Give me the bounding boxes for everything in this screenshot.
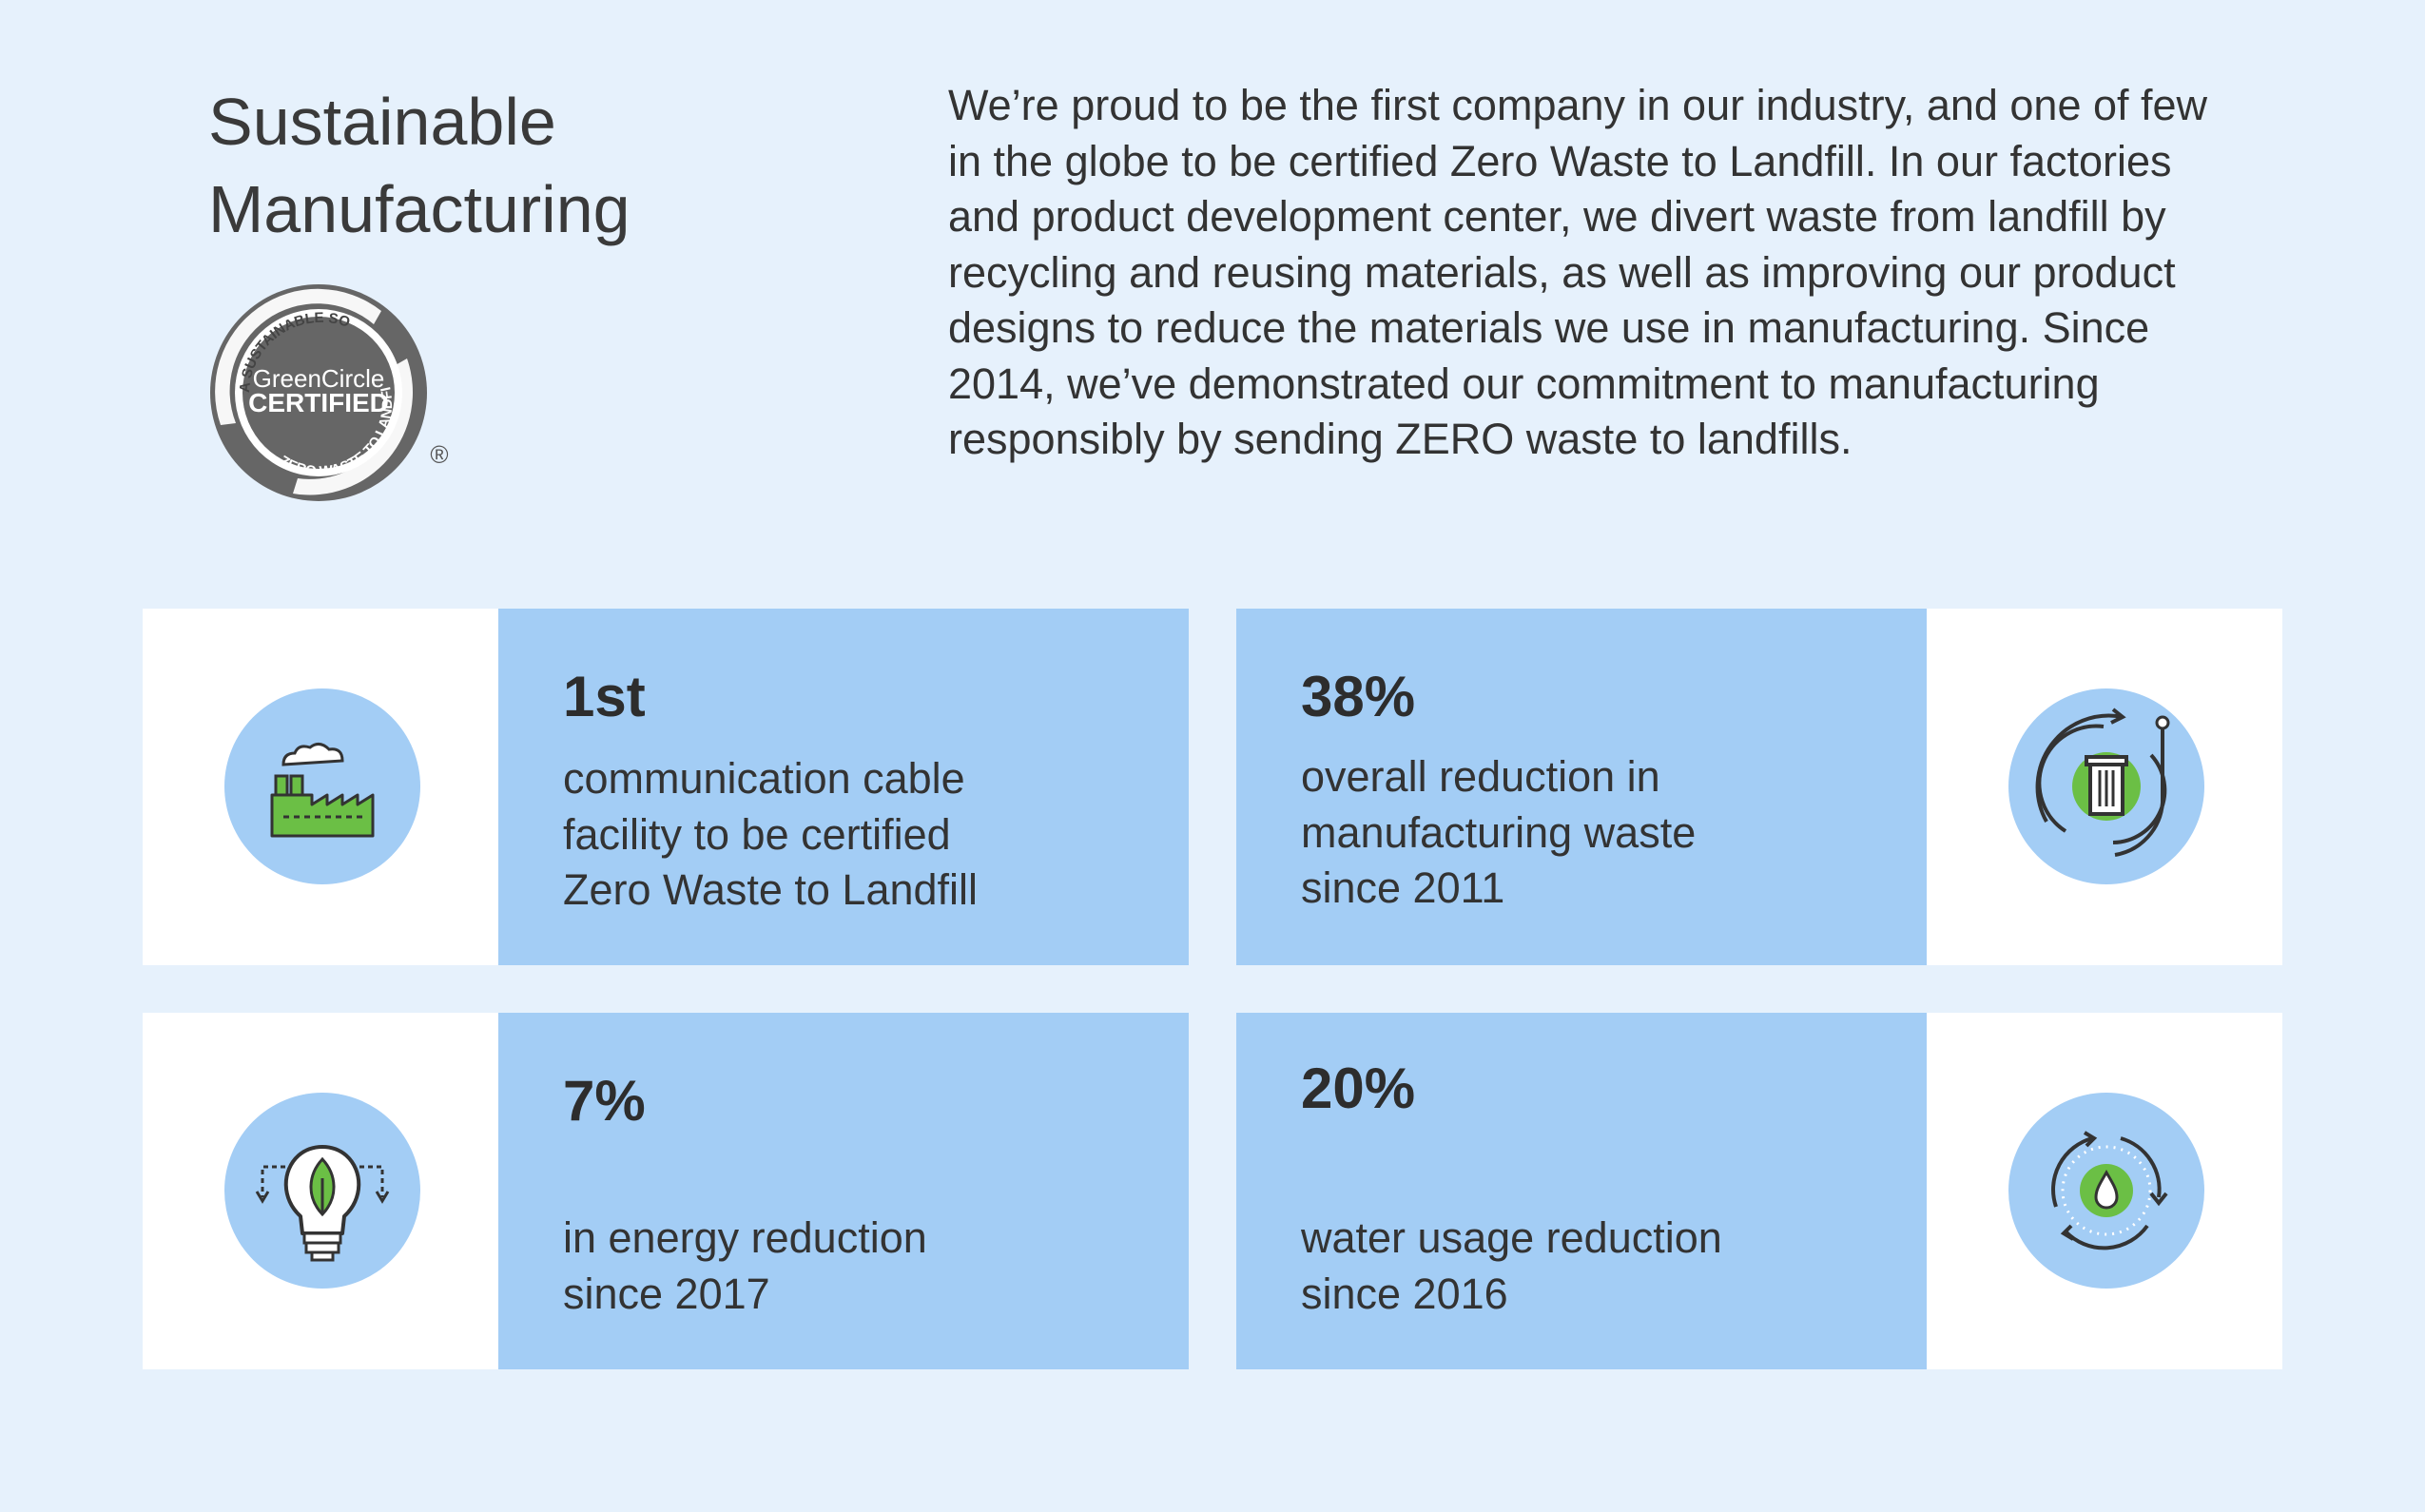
stat-card-text-panel: 38% overall reduction in manufacturing w…	[1236, 609, 1927, 965]
stat-card-icon-area	[143, 1013, 498, 1369]
page-title-line-2: Manufacturing	[208, 172, 630, 246]
stat-description-line: Zero Waste to Landfill	[563, 865, 979, 914]
stat-description: communication cable facility to be certi…	[563, 751, 1172, 919]
stat-value: 7%	[563, 1069, 646, 1133]
intro-paragraph: We’re proud to be the first company in o…	[948, 81, 2208, 463]
factory-icon	[224, 688, 420, 884]
stat-description-line: since 2016	[1301, 1269, 1508, 1318]
greencircle-certified-badge: A SUSTAINABLE SOLUTION ZERO WASTE TO LAN…	[207, 282, 449, 501]
stat-value: 1st	[563, 665, 646, 728]
stat-card-text-panel: 7% in energy reduction since 2017	[498, 1013, 1189, 1369]
badge-brand-text: GreenCircle	[253, 364, 385, 393]
stat-value: 38%	[1301, 665, 1416, 728]
stat-description: in energy reduction since 2017	[563, 1211, 1172, 1322]
stat-description-line: overall reduction in	[1301, 752, 1660, 801]
stat-description-line: in energy reduction	[563, 1213, 927, 1262]
stat-card-icon-area	[1927, 1013, 2282, 1369]
water-drop-cycle-icon	[2008, 1093, 2204, 1289]
stat-description: water usage reduction since 2016	[1301, 1211, 1910, 1322]
stat-value: 20%	[1301, 1056, 1416, 1120]
stat-card-waste-reduction: 38% overall reduction in manufacturing w…	[1236, 609, 2282, 965]
stat-card-first-certified: 1st communication cable facility to be c…	[143, 609, 1189, 965]
badge-certified-text: CERTIFIED	[248, 388, 389, 417]
eco-lightbulb-icon	[224, 1093, 420, 1289]
stat-description-line: manufacturing waste	[1301, 807, 1697, 857]
stat-description-line: communication cable	[563, 754, 965, 803]
stat-card-water-reduction: 20% water usage reduction since 2016	[1236, 1013, 2282, 1369]
page-title-line-1: Sustainable	[208, 85, 556, 159]
stat-card-icon-area	[1927, 609, 2282, 965]
registered-mark: ®	[430, 440, 448, 469]
recycle-bin-icon	[2008, 688, 2204, 884]
stat-description-line: since 2017	[563, 1269, 770, 1318]
stat-card-icon-area	[143, 609, 498, 965]
stat-description-line: facility to be certified	[563, 809, 951, 859]
stat-card-energy-reduction: 7% in energy reduction since 2017	[143, 1013, 1189, 1369]
stat-description-line: since 2011	[1301, 863, 1505, 912]
stat-description: overall reduction in manufacturing waste…	[1301, 749, 1910, 917]
stat-description-line: water usage reduction	[1301, 1213, 1722, 1262]
stat-card-text-panel: 1st communication cable facility to be c…	[498, 609, 1189, 965]
page-title: Sustainable Manufacturing	[208, 78, 779, 253]
stat-card-text-panel: 20% water usage reduction since 2016	[1236, 1013, 1927, 1369]
